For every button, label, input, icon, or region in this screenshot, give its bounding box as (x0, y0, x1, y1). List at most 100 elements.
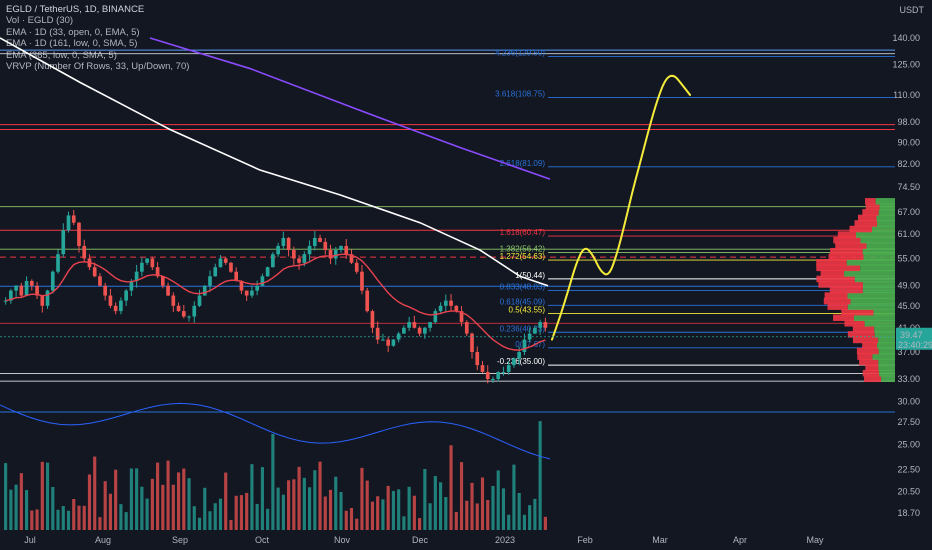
volume-bar (45, 462, 50, 530)
volume-profile-bar-down (857, 214, 877, 222)
legend-ema161: EMA · 1D (161, low, 0, SMA, 5) (6, 38, 138, 50)
candle-body (428, 322, 432, 328)
candle-body (485, 371, 490, 379)
volume-bar (297, 466, 301, 530)
volume-bar (229, 519, 233, 530)
candle-body (19, 285, 24, 296)
price-tick-label: 61.00 (897, 229, 920, 239)
candle-body (56, 254, 60, 272)
volume-bar (538, 421, 542, 530)
volume-bar (276, 487, 280, 530)
price-tick-label: 55.00 (897, 253, 920, 263)
candle-body (155, 267, 160, 277)
volume-profile-bar-up (864, 320, 895, 327)
candle-body (349, 254, 354, 263)
volume-profile-bar-up (855, 231, 895, 238)
time-tick-label: Dec (412, 535, 429, 545)
candle-body (223, 258, 228, 263)
candle-body (312, 237, 317, 246)
volume-bar (208, 511, 212, 530)
candle-body (459, 311, 464, 323)
volume-profile-bar-up (863, 253, 895, 261)
fib-level-label: 1.382(56.42) (500, 244, 546, 253)
volume-profile-bar-down (828, 253, 864, 261)
candle-body (533, 327, 537, 334)
legend-ema365: EMA (365, low, 0, SMA, 5) (6, 49, 117, 61)
candle-body (365, 290, 370, 312)
price-tick-label: 49.00 (897, 281, 920, 291)
volume-profile-bar-down (857, 353, 873, 360)
candle-body (202, 285, 207, 296)
candle-body (108, 295, 113, 306)
price-tick-label: 22.50 (897, 464, 920, 474)
price-tick-label: 74.50 (897, 182, 920, 192)
ema365-line (149, 37, 551, 180)
volume-bar (25, 490, 29, 530)
candle-body (208, 276, 212, 286)
volume-bar (418, 518, 422, 530)
volume-bar (344, 510, 348, 530)
volume-profile-bar-down (835, 242, 867, 249)
candle-body (213, 267, 218, 277)
volume-bar (140, 486, 144, 530)
volume-profile-bar-up (881, 375, 895, 382)
candle-body (187, 316, 191, 318)
volume-bar (61, 506, 65, 530)
volume-bar (87, 474, 92, 530)
time-tick-label: Sep (172, 535, 188, 545)
volume-bar (292, 479, 296, 530)
volume-profile-bar-up (878, 358, 895, 366)
volume-bar (77, 505, 81, 530)
volume-ma-line (0, 402, 551, 460)
time-tick-label: Apr (733, 535, 747, 545)
volume-bar (266, 508, 270, 530)
fib-level-label: 0.236(40.23) (500, 324, 546, 333)
volume-bar (318, 461, 322, 530)
volume-bar (480, 477, 485, 530)
volume-profile-bar-down (818, 281, 863, 288)
candle-body (229, 262, 233, 272)
volume-bar (72, 498, 76, 530)
volume-bar (255, 503, 259, 530)
volume-bar (245, 492, 249, 530)
volume-bar (328, 489, 333, 530)
volume-bar (14, 484, 18, 530)
volume-bar (213, 503, 217, 530)
volume-bar (470, 482, 474, 530)
volume-profile-bar-down (816, 259, 847, 266)
candle-body (449, 300, 453, 306)
candle-body (197, 295, 202, 306)
volume-bar (145, 498, 149, 530)
currency-label: USDT (899, 5, 925, 15)
volume-bar (281, 494, 285, 530)
candle-body (360, 271, 364, 291)
time-tick-label: Oct (255, 535, 270, 545)
candle-body (9, 290, 13, 301)
price-tick-label: 45.00 (897, 301, 920, 311)
volume-profile-bar-up (872, 353, 895, 360)
volume-profile-bar-up (862, 286, 895, 294)
candle-body (129, 280, 134, 291)
volume-profile-bar-down (862, 369, 880, 377)
candle-body (98, 276, 102, 286)
candle-body (386, 339, 391, 346)
volume-bar (543, 516, 547, 530)
candle-body (354, 262, 359, 272)
volume-bar (533, 498, 537, 530)
legend-symbol: EGLD / TetherUS, 1D, BINANCE (6, 4, 145, 15)
candle-body (522, 339, 527, 353)
candle-body (14, 285, 18, 291)
candle-body (50, 271, 55, 291)
volume-bar (412, 495, 416, 530)
volume-profile-bar-down (865, 203, 880, 211)
countdown-label: 23:40:29 (898, 340, 932, 350)
volume-bar (517, 493, 521, 530)
candle-body (265, 267, 270, 277)
volume-bar (19, 473, 23, 530)
candle-body (281, 237, 286, 246)
candle-body (3, 300, 8, 302)
candle-body (328, 250, 333, 259)
candle-body (454, 305, 459, 312)
price-tick-label: 20.50 (897, 486, 920, 496)
